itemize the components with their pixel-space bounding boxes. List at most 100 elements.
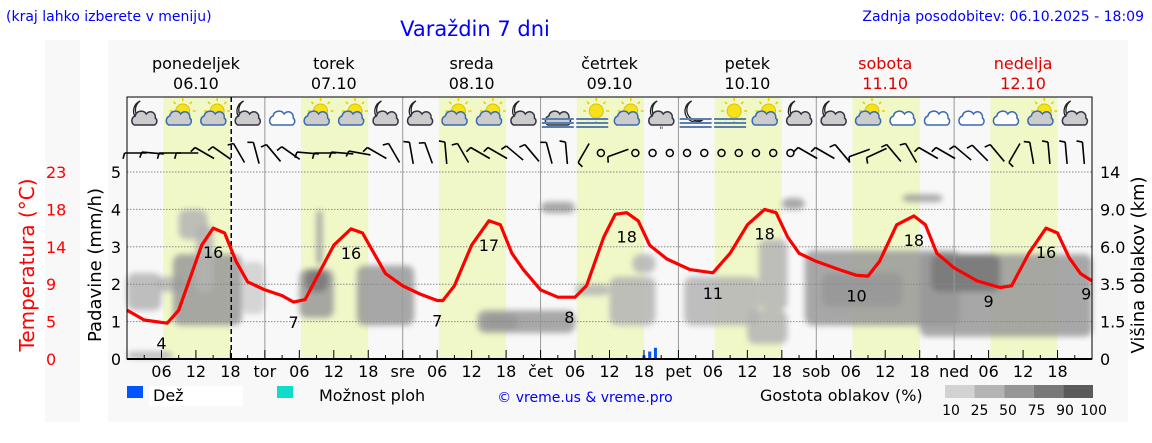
cloud-shape [785, 110, 813, 126]
wind-barb-icon [1041, 140, 1051, 165]
wind-barb-icon [984, 143, 1005, 162]
x-tick-label: 06 [703, 362, 723, 381]
wind-barb-flag [519, 143, 526, 148]
density-swatch [1063, 385, 1093, 398]
cloud-density-patch [632, 254, 656, 273]
cloud-shape [510, 110, 537, 126]
wind-barb-shaft [1047, 141, 1051, 165]
wind-barb-flag [311, 152, 315, 159]
sun-cloud-icon [165, 98, 196, 126]
sun-ray [327, 101, 331, 105]
wind-barb-shaft [848, 148, 870, 158]
day-date: 12.10 [1000, 74, 1046, 93]
temp-tick-label: 0 [46, 350, 56, 369]
temp-axis-title: Temperatura (°C) [15, 178, 39, 352]
wind-barb-icon [465, 146, 491, 160]
density-swatch [945, 385, 975, 398]
wind-calm-icon [631, 148, 640, 158]
wind-barb-flag [899, 142, 906, 146]
temperature-label: 7 [288, 313, 298, 332]
wind-barb-icon [362, 146, 387, 160]
temperature-label: 8 [564, 308, 574, 327]
wind-barb-icon [328, 151, 354, 158]
cloud-density-patch [609, 276, 656, 326]
sun-ray [724, 101, 728, 105]
x-tick-label: 12 [1013, 362, 1033, 381]
wind-barb-flag [294, 151, 298, 158]
wind-barb-flag [913, 146, 920, 153]
legend-bg [149, 386, 243, 406]
wind-barb-shaft [886, 144, 902, 162]
sun-ray [345, 101, 349, 105]
wind-barb-icon [276, 146, 301, 160]
wind-calm-icon [682, 148, 692, 158]
x-tick-label: 06 [289, 362, 309, 381]
wind-barb-flag [483, 146, 489, 153]
wind-barb-shaft [918, 146, 939, 160]
sun-cloud-icon [1027, 98, 1058, 126]
wind-barb-icon [966, 144, 989, 162]
x-tick-label: 18 [909, 362, 929, 381]
wind-barb-flag [1008, 161, 1014, 168]
cloud-fog-icon [541, 110, 574, 128]
wind-barb-icon [190, 146, 215, 160]
sun-fog-icon [714, 98, 748, 128]
sun-ray [189, 101, 193, 105]
sun-ray [602, 101, 606, 105]
cloud-density-patch [127, 272, 162, 311]
day-date: 06.10 [173, 74, 219, 93]
wind-barb-flag [438, 140, 445, 143]
x-tick-label: 18 [634, 362, 654, 381]
wind-barb-icon [931, 146, 956, 160]
moon-cloud-icon [510, 100, 537, 126]
wind-barb-icon [880, 143, 902, 162]
wind-barb-icon [173, 152, 199, 159]
temperature-label: 7 [432, 311, 442, 330]
cloud-shape [441, 110, 468, 126]
wind-barb-shaft [387, 143, 401, 163]
wind-barb-icon [948, 145, 972, 161]
wind-barb-flag [207, 146, 214, 152]
wind-barb-shaft [456, 143, 470, 163]
cloud-shape [1061, 110, 1089, 126]
cloudy-icon [923, 110, 951, 126]
sun-cloud-icon [441, 98, 472, 126]
cloud-shape [475, 110, 503, 126]
density-tick-label: 100 [1080, 403, 1107, 419]
cloud-shape [648, 110, 675, 126]
showers-legend-swatch [277, 386, 293, 398]
wind-calm-icon [665, 148, 675, 158]
location-hint[interactable]: (kraj lahko izberete v meniju) [6, 9, 212, 25]
wind-barb-shaft [348, 150, 371, 156]
x-tick-label: 06 [427, 362, 447, 381]
sun-ray [172, 101, 177, 105]
x-tick-label: 06 [151, 362, 171, 381]
cloud-density-patch [540, 201, 576, 214]
cloudy-icon [958, 110, 985, 126]
wind-barb-icon [260, 143, 282, 162]
temp-tick-label: 18 [46, 200, 66, 219]
wind-barb-shaft [331, 151, 354, 155]
sun-ray [862, 101, 866, 105]
x-tick-label: 06 [565, 362, 585, 381]
wind-barb-flag [577, 161, 583, 168]
cloud-shape [854, 110, 882, 126]
sun-ray [637, 101, 641, 105]
sun-shape [726, 103, 742, 119]
wind-calm-icon [786, 148, 795, 158]
x-tick-label: 12 [324, 362, 344, 381]
wind-barb-shaft [577, 143, 590, 163]
credit-link[interactable]: © vreme.us & vreme.pro [497, 390, 672, 406]
temperature-label: 18 [904, 231, 924, 250]
wind-barb-icon [483, 146, 508, 160]
cloud-density-patch [747, 310, 788, 345]
cloud-shape [992, 110, 1020, 126]
sun-ray [464, 101, 469, 105]
cloud-density-patch [684, 276, 759, 326]
rain-bar [653, 347, 657, 359]
sun-cloud-icon [337, 98, 369, 126]
wind-barb-flag [122, 152, 126, 159]
x-tick-label: 06 [841, 362, 861, 381]
wind-barb-icon [500, 145, 524, 161]
